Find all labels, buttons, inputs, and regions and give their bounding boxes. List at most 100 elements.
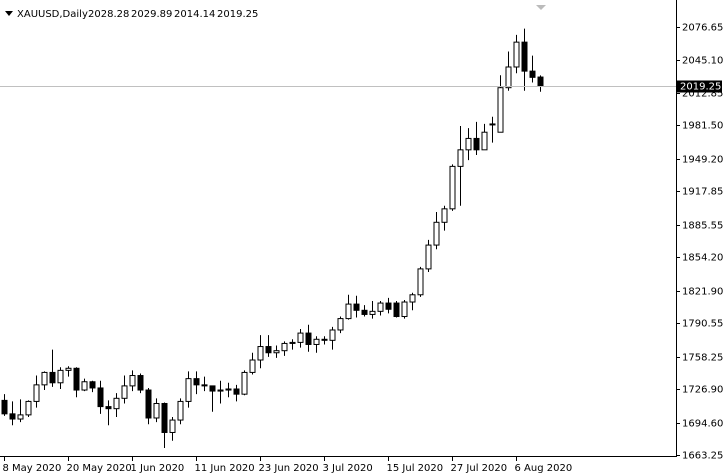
candle-body xyxy=(249,359,256,373)
candle-body xyxy=(313,338,320,345)
candle-body xyxy=(81,381,88,391)
candle-body xyxy=(521,41,528,72)
y-tick-label: 1821.90 xyxy=(682,287,723,298)
candle-body xyxy=(265,346,272,354)
y-tick-label: 1854.20 xyxy=(682,253,723,264)
candle-body xyxy=(161,402,168,433)
y-tick-label: 1949.20 xyxy=(682,155,723,166)
x-tick-label: 11 Jun 2020 xyxy=(195,463,255,474)
candle-body xyxy=(281,342,288,352)
candle-body xyxy=(241,371,248,395)
candle-body xyxy=(145,389,152,419)
candle-body xyxy=(337,318,344,331)
x-tick-label: 27 Jul 2020 xyxy=(451,463,508,474)
candle-body xyxy=(185,378,192,402)
price-label-bg xyxy=(677,80,722,93)
candle-body xyxy=(105,406,112,410)
candle-body xyxy=(121,385,128,399)
x-tick-label: 6 Aug 2020 xyxy=(515,463,573,474)
candle-body xyxy=(433,221,440,246)
header-close: 2019.25 xyxy=(217,9,258,20)
x-tick-label: 15 Jul 2020 xyxy=(387,463,444,474)
candle-body xyxy=(193,378,200,386)
candle-body xyxy=(177,400,184,421)
candle-body xyxy=(393,302,400,318)
candle-body xyxy=(441,208,448,223)
candle-body xyxy=(401,301,408,318)
candle-body xyxy=(153,402,160,419)
candle-body xyxy=(377,302,384,312)
candle-body xyxy=(257,346,264,361)
y-tick-label: 1726.90 xyxy=(682,385,723,396)
candle-body xyxy=(9,413,16,420)
x-tick-label: 8 May 2020 xyxy=(3,463,62,474)
candle-body xyxy=(537,76,544,87)
y-tick-label: 1885.55 xyxy=(682,221,723,232)
x-tick-label: 1 Jun 2020 xyxy=(131,463,185,474)
candle-body xyxy=(425,244,432,270)
candle-body xyxy=(17,414,24,420)
candle-body xyxy=(353,303,360,311)
candle-body xyxy=(513,41,520,68)
candle-body xyxy=(321,338,328,341)
candle-body xyxy=(273,350,280,354)
candle-body xyxy=(217,389,224,392)
candle-body xyxy=(225,388,232,391)
candle-body xyxy=(409,294,416,303)
candle-body xyxy=(529,70,536,78)
y-tick-label: 2076.65 xyxy=(682,23,723,34)
candle-body xyxy=(73,367,80,391)
y-tick-label: 1694.60 xyxy=(682,419,723,430)
candle-body xyxy=(209,385,216,392)
candle-body xyxy=(497,87,504,133)
candle-body xyxy=(361,309,368,315)
candle-body xyxy=(65,367,72,371)
candle-body xyxy=(97,387,104,408)
y-tick-label: 1917.85 xyxy=(682,187,723,198)
chart-title: XAUUSD,Daily xyxy=(17,9,88,20)
candle-body xyxy=(481,131,488,151)
menu-arrow xyxy=(5,11,13,16)
y-tick-label: 1663.25 xyxy=(682,451,723,462)
candle-body xyxy=(169,419,176,433)
y-tick-label: 1790.55 xyxy=(682,319,723,330)
candle-body xyxy=(33,384,40,402)
header-high: 2029.89 xyxy=(131,9,172,20)
x-tick-label: 20 May 2020 xyxy=(67,463,132,474)
candle-body xyxy=(345,303,352,320)
candle-body xyxy=(385,302,392,310)
candle-body xyxy=(129,375,136,387)
candle-body xyxy=(49,371,56,384)
candle-body xyxy=(233,388,240,395)
candle-body xyxy=(137,375,144,391)
candle-body xyxy=(41,371,48,386)
y-tick-label: 1981.50 xyxy=(682,121,723,132)
candle-body xyxy=(1,399,8,415)
candle-body xyxy=(369,310,376,315)
candle-body xyxy=(457,149,464,167)
y-tick-label: 1758.25 xyxy=(682,353,723,364)
candle-body xyxy=(297,332,304,343)
candle-body xyxy=(505,66,512,89)
candle-body xyxy=(113,397,120,410)
candle-body xyxy=(305,332,312,345)
candle-body xyxy=(201,384,208,387)
header-low: 2014.14 xyxy=(174,9,215,20)
candle-body xyxy=(329,329,336,341)
candle-body xyxy=(489,123,496,126)
candle-body xyxy=(289,341,296,344)
x-tick-label: 3 Jul 2020 xyxy=(323,463,373,474)
price-label: 2019.25 xyxy=(680,82,721,93)
candle-body xyxy=(465,137,472,151)
candle-body xyxy=(57,369,64,384)
header-open: 2028.28 xyxy=(88,9,129,20)
candle-body xyxy=(417,268,424,296)
candle-body xyxy=(25,400,32,416)
y-tick-label: 2012.85 xyxy=(682,89,723,100)
candle-body xyxy=(89,381,96,389)
y-tick-label: 2045.10 xyxy=(682,56,723,67)
candle-body xyxy=(449,165,456,210)
